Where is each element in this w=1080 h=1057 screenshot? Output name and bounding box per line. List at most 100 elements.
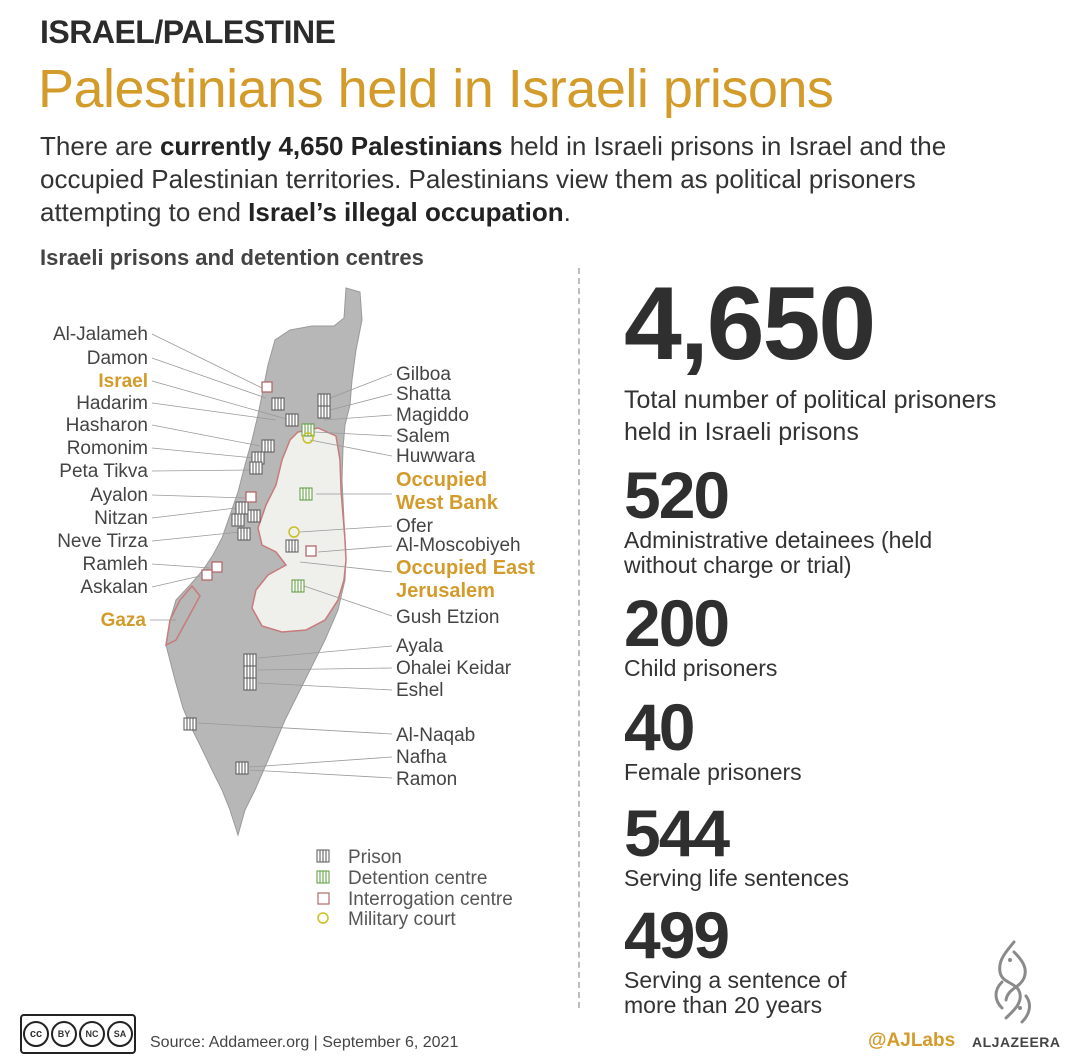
label-occupied: Occupied [396,469,487,491]
label-damon: Damon [87,348,148,369]
leader-line [197,722,393,735]
label-ayalon: Ayalon [90,485,148,506]
label-ofer: Ofer [396,516,434,537]
label-shatta: Shatta [396,384,451,405]
label-gaza: Gaza [101,610,147,631]
prison-marker [317,405,331,419]
intro-part: There are [40,131,160,161]
leader-line [249,769,393,779]
section-divider [578,268,580,1008]
intro-text: There are currently 4,650 Palestinians h… [40,130,1040,229]
label-huwwara: Huwwara [396,446,476,467]
legend-detention-label: Detention centre [348,868,487,889]
sa-icon: SA [107,1021,133,1047]
label-ohalei-keidar: Ohalei Keidar [396,658,512,679]
cc-icon: cc [23,1021,49,1047]
legend-court-label: Military court [348,909,456,930]
label-askalan: Askalan [80,577,148,598]
label-salem: Salem [396,426,450,447]
detention-marker [291,579,305,593]
stat-children: 200 Child prisoners [624,590,777,681]
label-hadarim: Hadarim [76,393,148,414]
aljazeera-brand: ALJAZEERA [972,1034,1061,1050]
stat-value: 520 [624,458,730,532]
label-israel: Israel [98,371,148,392]
prison-marker [285,539,299,553]
stat-description: Administrative detainees (held without c… [624,527,933,578]
leader-line [151,507,237,519]
leader-line [151,357,267,399]
prison-marker [243,653,257,667]
leader-line [257,645,393,659]
leader-line [151,563,211,569]
leader-line [323,414,393,421]
stat-value: 200 [624,586,730,660]
cc-license-badge: cc BY NC SA [20,1014,136,1054]
label-nitzan: Nitzan [94,508,148,529]
stat-over-20: 499 Serving a sentence of more than 20 y… [624,902,884,1018]
headline: Palestinians held in Israeli prisons [38,59,834,119]
leader-line [151,333,263,389]
label-ramleh: Ramleh [83,554,148,575]
leader-line [299,561,393,573]
leader-lines [150,333,393,779]
label-peta-tikva: Peta Tikva [59,461,148,482]
stat-description: Serving a sentence of more than 20 years [624,967,847,1018]
interrogation-marker [245,491,257,503]
intro-emphasis: currently 4,650 Palestinians [159,131,503,161]
by-icon: BY [51,1021,77,1047]
label-al-jalameh: Al-Jalameh [53,324,148,345]
stat-total: 4,650 Total number of political prisoner… [624,272,1044,448]
court-marker [302,432,314,444]
prison-map: Al-Jalameh Damon Israel Hadarim Hasharon… [53,287,535,930]
leader-line [151,531,241,542]
label-hasharon: Hasharon [66,415,148,436]
stat-value: 40 [624,690,695,764]
label-ramon: Ramon [396,769,457,790]
leader-line [317,545,393,553]
legend-prison-icon [316,849,330,863]
prison-marker [285,413,299,427]
stat-value: 544 [624,796,730,870]
stat-description: Child prisoners [624,655,778,681]
prison-marker [235,761,249,775]
label-gush-etzion: Gush Etzion [396,607,500,628]
prison-marker [317,393,331,407]
legend-interrogation-label: Interrogation centre [348,889,513,910]
map-title: Israeli prisons and detention centres [40,245,424,270]
prison-marker [261,439,275,453]
stat-description: Serving life sentences [624,865,850,891]
leader-line [249,756,393,768]
leader-line [151,402,277,421]
leader-line [309,439,393,457]
leader-line [257,667,393,671]
ajlabs-handle: @AJLabs [868,1030,956,1051]
interrogation-marker [261,381,273,393]
stat-value: 499 [624,898,730,972]
detention-marker [299,487,313,501]
stat-life: 544 Serving life sentences [624,800,849,891]
label-neve-tirza: Neve Tirza [57,531,148,552]
legend-prison-label: Prison [348,847,402,868]
prison-marker [243,677,257,691]
label-magiddo: Magiddo [396,405,469,426]
prison-marker [235,501,249,515]
prison-marker [237,527,251,541]
leader-line [151,494,247,499]
prison-marker [231,513,245,527]
label-occupied-east: Occupied East [396,557,535,579]
leader-line [299,525,393,533]
legend-interrogation-icon [317,892,330,905]
label-eshel: Eshel [396,680,444,701]
leader-line [303,585,393,617]
prison-marker [183,717,197,731]
label-romonim: Romonim [67,438,148,459]
court-marker [288,526,300,538]
stat-description: Female prisoners [624,759,802,785]
gaza-strip [165,584,201,647]
leader-line [257,682,393,691]
source-text: Source: Addameer.org | September 6, 2021 [150,1034,459,1051]
leader-line [329,373,393,399]
leader-line [313,431,393,437]
leader-line [329,393,393,411]
